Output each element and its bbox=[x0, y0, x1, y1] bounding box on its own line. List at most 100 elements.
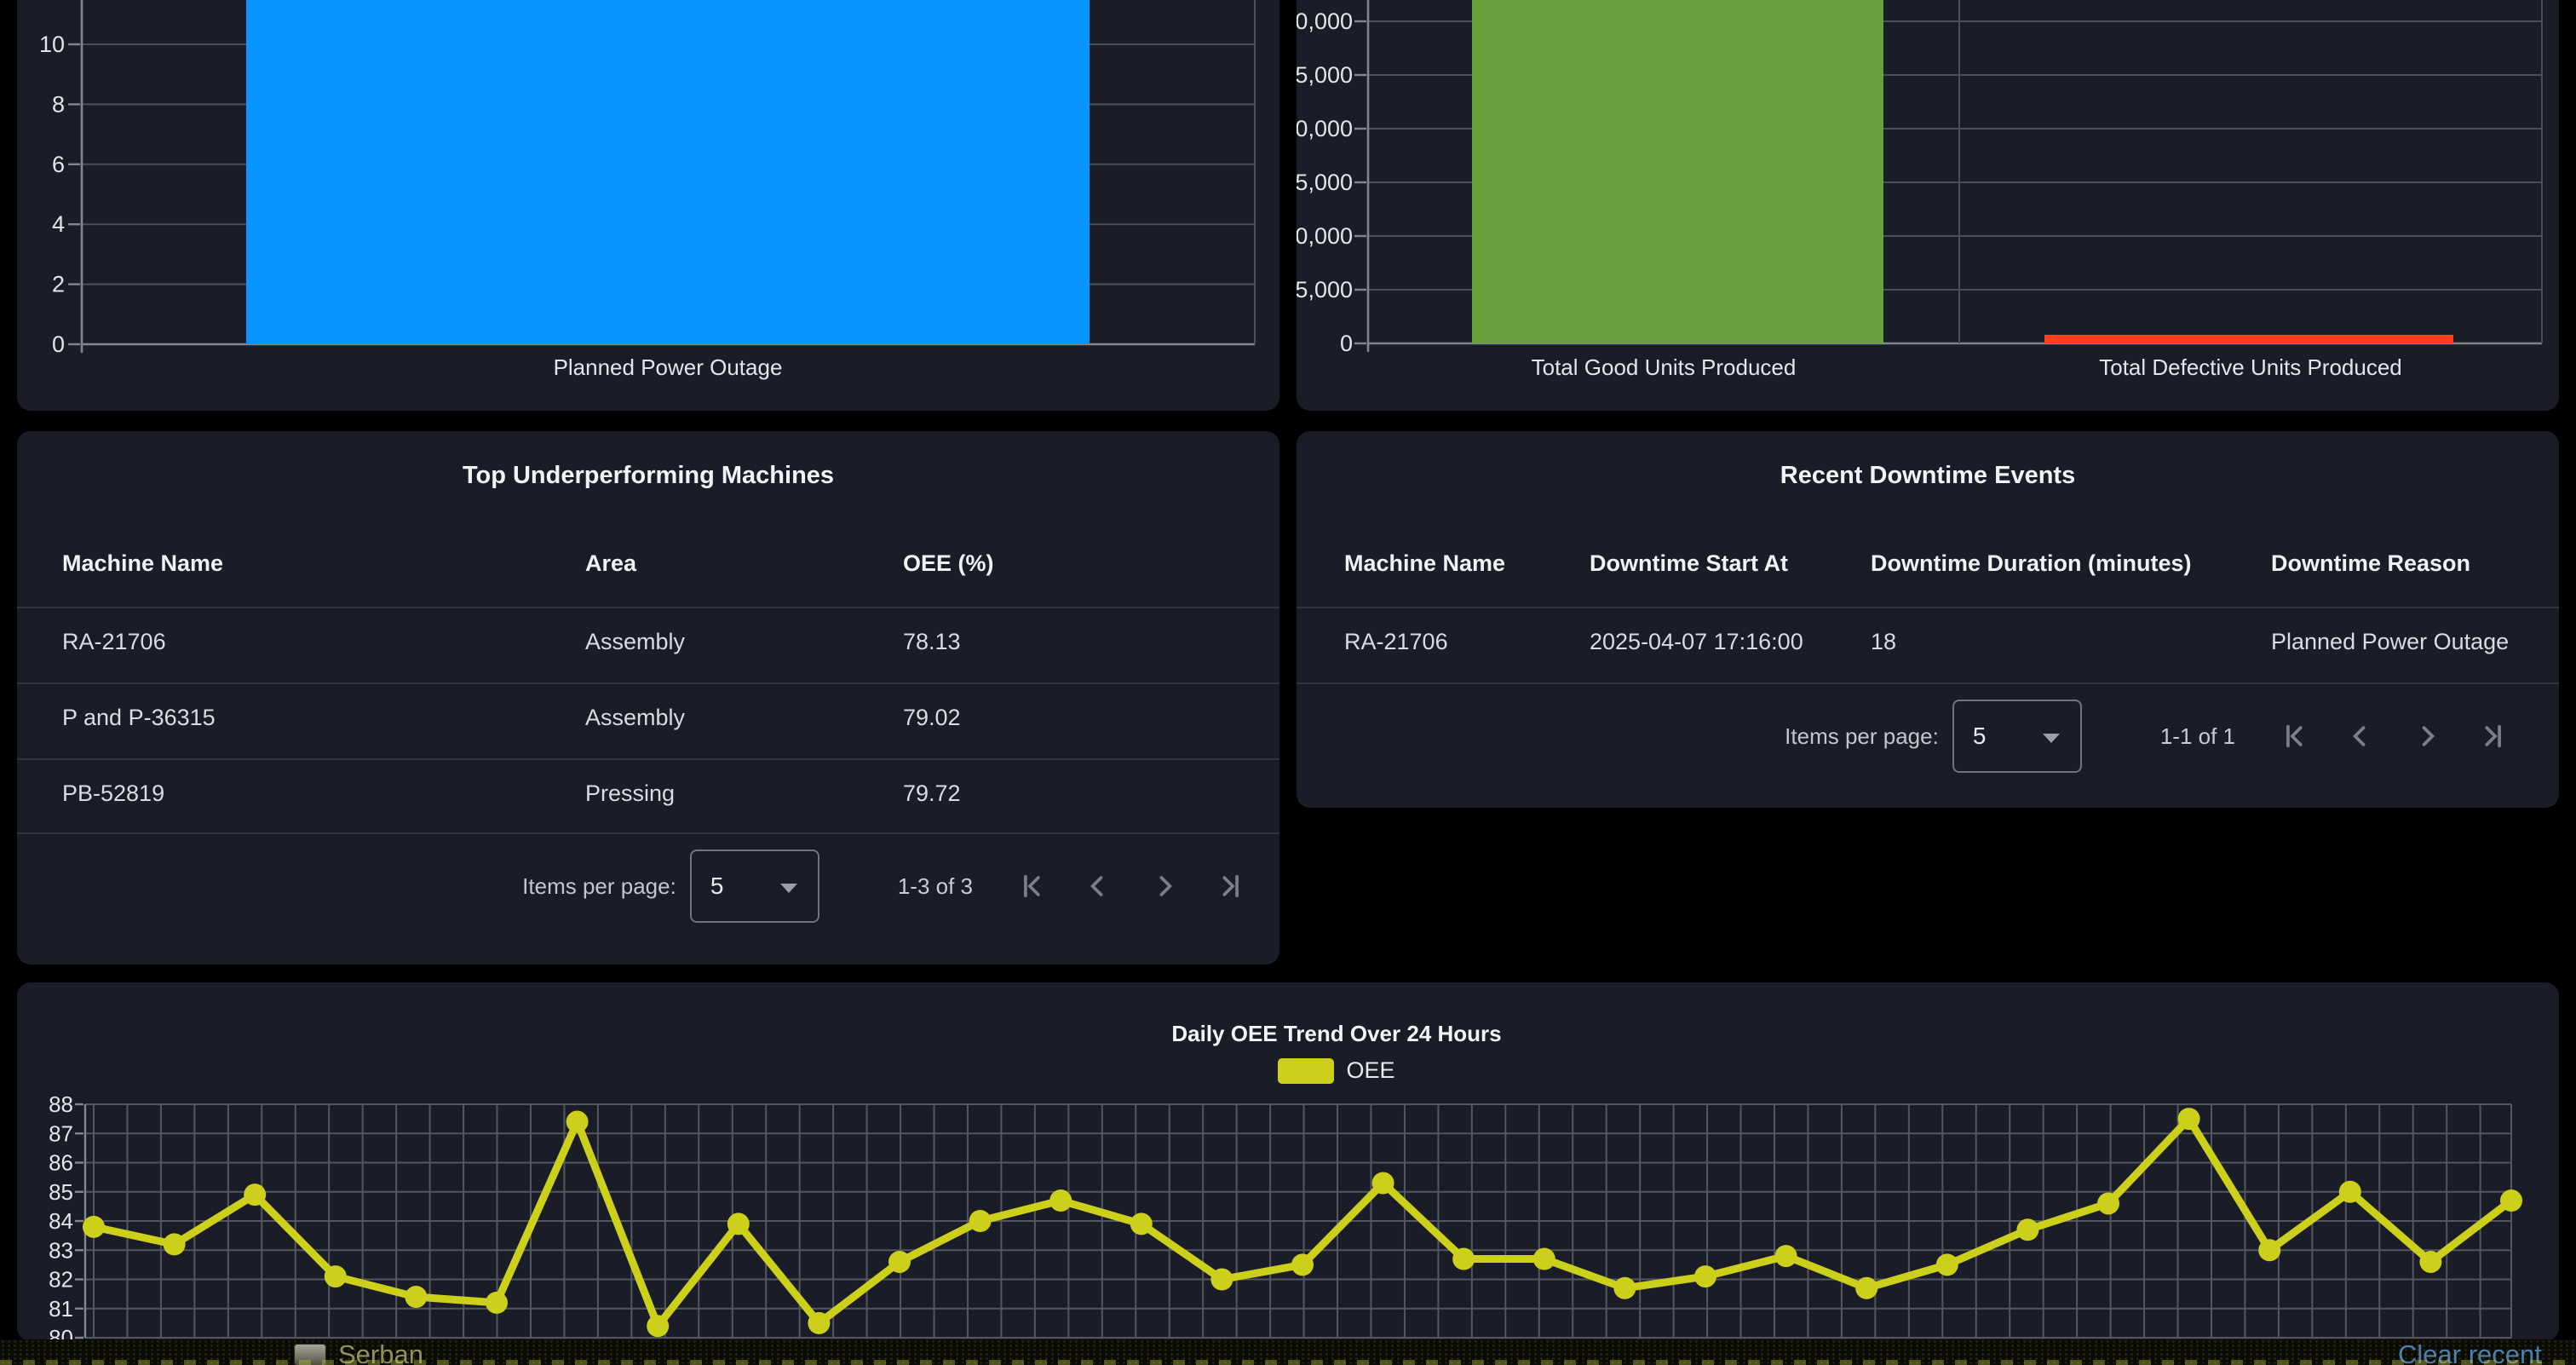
page-range-label: 1-1 of 1 bbox=[2159, 723, 2235, 749]
oee-legend-label: OEE bbox=[1346, 1057, 1395, 1083]
underperforming-machines-card: Top Underperforming Machines Machine Nam… bbox=[17, 431, 1279, 965]
area-cell: Pressing bbox=[585, 780, 676, 806]
events-col-start-at: Downtime Start At bbox=[1590, 550, 1789, 576]
last-page-button[interactable] bbox=[1213, 868, 1249, 904]
svg-text:0: 0 bbox=[1340, 331, 1353, 356]
svg-text:81: 81 bbox=[49, 1296, 73, 1322]
svg-text:4: 4 bbox=[52, 211, 65, 237]
background-window-strip: Serban Clear recent bbox=[0, 1339, 2576, 1365]
machine-name-cell: RA-21706 bbox=[62, 629, 166, 654]
clear-recent-link[interactable]: Clear recent bbox=[2398, 1339, 2542, 1365]
bookmark-favicon-icon bbox=[294, 1344, 326, 1365]
chevron-left-icon bbox=[1090, 876, 1103, 896]
svg-text:Total Defective Units Produced: Total Defective Units Produced bbox=[2099, 354, 2402, 380]
bookmark-label: Serban bbox=[338, 1339, 423, 1365]
divider bbox=[17, 682, 1279, 684]
oee-cell: 78.13 bbox=[903, 629, 961, 654]
machine-name-cell: PB-52819 bbox=[62, 780, 165, 806]
machines-col-area: Area bbox=[585, 550, 637, 576]
next-page-button[interactable] bbox=[1147, 868, 1182, 904]
last-page-button[interactable] bbox=[2475, 718, 2511, 754]
divider bbox=[1297, 682, 2559, 684]
paginator-nav bbox=[2276, 718, 2511, 754]
svg-text:5,000: 5,000 bbox=[1297, 277, 1353, 302]
page-size-select[interactable]: 5 bbox=[1952, 700, 2082, 773]
units-produced-card: 0 5,000 10,000 15,000 20,000 25,000 30,000 Tota… bbox=[1297, 0, 2559, 411]
svg-text:20,000: 20,000 bbox=[1297, 116, 1353, 141]
first-page-button[interactable] bbox=[1014, 868, 1049, 904]
downtime-events-card: Recent Downtime Events Machine Name Down… bbox=[1297, 431, 2559, 808]
last-page-icon bbox=[1222, 874, 1239, 898]
oee-cell: 79.72 bbox=[903, 780, 961, 806]
items-per-page-label: Items per page: bbox=[1785, 723, 1939, 749]
machines-paginator: Items per page: 5 1-3 of 3 bbox=[522, 845, 1249, 927]
previous-page-button[interactable] bbox=[1080, 868, 1116, 904]
chevron-down-icon bbox=[2042, 734, 2060, 743]
divider bbox=[17, 832, 1279, 834]
svg-text:2: 2 bbox=[52, 272, 65, 297]
next-page-button[interactable] bbox=[2409, 718, 2445, 754]
chevron-left-icon bbox=[2353, 726, 2366, 746]
events-paginator: Items per page: 5 1-1 of 1 bbox=[1785, 695, 2511, 777]
units-produced-chart: 0 5,000 10,000 15,000 20,000 25,000 30,000 Tota… bbox=[1297, 0, 2543, 380]
oee-trend-chart: 80 81 82 83 84 85 86 87 88 bbox=[49, 1091, 2522, 1341]
downtime-by-reason-chart: 0 2 4 6 8 10 Planned Power Outage bbox=[39, 0, 1256, 380]
downtime-events-title: Recent Downtime Events bbox=[1780, 462, 2076, 489]
svg-text:88: 88 bbox=[49, 1091, 73, 1117]
previous-page-button[interactable] bbox=[2343, 718, 2378, 754]
bookmark-item[interactable]: Serban bbox=[294, 1339, 423, 1365]
svg-text:8: 8 bbox=[52, 91, 65, 117]
svg-text:Planned Power Outage: Planned Power Outage bbox=[554, 354, 783, 380]
oee-trend-card: Daily OEE Trend Over 24 Hours OEE 80 81 82… bbox=[17, 982, 2559, 1341]
svg-text:82: 82 bbox=[49, 1267, 73, 1293]
svg-text:10,000: 10,000 bbox=[1297, 223, 1353, 249]
svg-text:30,000: 30,000 bbox=[1297, 9, 1353, 34]
page-size-value: 5 bbox=[1972, 723, 1987, 749]
page-range-label: 1-3 of 3 bbox=[897, 873, 973, 899]
machine-name-cell: RA-21706 bbox=[1344, 629, 1448, 654]
underperforming-machines-title: Top Underperforming Machines bbox=[462, 462, 835, 489]
page-size-value: 5 bbox=[710, 873, 724, 899]
oee-trend-title: Daily OEE Trend Over 24 Hours bbox=[1171, 1021, 1502, 1046]
chevron-right-icon bbox=[2422, 726, 2435, 746]
downtime-by-reason-card: 0 2 4 6 8 10 Planned Power Outage bbox=[17, 0, 1279, 411]
svg-text:6: 6 bbox=[52, 152, 65, 177]
svg-text:10: 10 bbox=[39, 32, 65, 57]
svg-text:83: 83 bbox=[49, 1237, 73, 1263]
first-page-icon bbox=[1024, 874, 1040, 898]
divider bbox=[17, 758, 1279, 760]
start-at-cell: 2025-04-07 17:16:00 bbox=[1590, 629, 1803, 654]
svg-text:84: 84 bbox=[49, 1208, 73, 1234]
machine-name-cell: P and P-36315 bbox=[62, 705, 216, 730]
svg-text:0: 0 bbox=[52, 331, 65, 357]
reason-cell: Planned Power Outage bbox=[2271, 629, 2510, 654]
page-size-select[interactable]: 5 bbox=[689, 850, 819, 923]
divider bbox=[1297, 607, 2559, 608]
events-col-reason: Downtime Reason bbox=[2271, 550, 2471, 576]
paginator-nav bbox=[1014, 868, 1249, 904]
svg-text:15,000: 15,000 bbox=[1297, 170, 1353, 195]
area-cell: Assembly bbox=[585, 629, 686, 654]
svg-text:86: 86 bbox=[49, 1150, 73, 1176]
chevron-down-icon bbox=[779, 884, 797, 893]
machines-col-oee: OEE (%) bbox=[903, 550, 994, 576]
items-per-page-label: Items per page: bbox=[522, 873, 676, 899]
events-col-machine-name: Machine Name bbox=[1344, 550, 1506, 576]
first-page-button[interactable] bbox=[2276, 718, 2312, 754]
svg-text:87: 87 bbox=[49, 1120, 73, 1146]
oee-trend-legend: OEE bbox=[66, 1057, 2576, 1084]
svg-text:Total Good Units Produced: Total Good Units Produced bbox=[1532, 354, 1797, 380]
machines-col-machine-name: Machine Name bbox=[62, 550, 224, 576]
first-page-icon bbox=[2286, 724, 2303, 748]
oee-cell: 79.02 bbox=[903, 705, 961, 730]
divider bbox=[17, 607, 1279, 608]
svg-text:85: 85 bbox=[49, 1179, 73, 1205]
last-page-icon bbox=[2485, 724, 2501, 748]
svg-text:25,000: 25,000 bbox=[1297, 62, 1353, 88]
duration-cell: 18 bbox=[1871, 629, 1897, 654]
svg-text:80: 80 bbox=[49, 1325, 73, 1341]
area-cell: Assembly bbox=[585, 705, 686, 730]
oee-legend-swatch bbox=[1278, 1057, 1335, 1084]
events-col-duration: Downtime Duration (minutes) bbox=[1871, 550, 2192, 576]
